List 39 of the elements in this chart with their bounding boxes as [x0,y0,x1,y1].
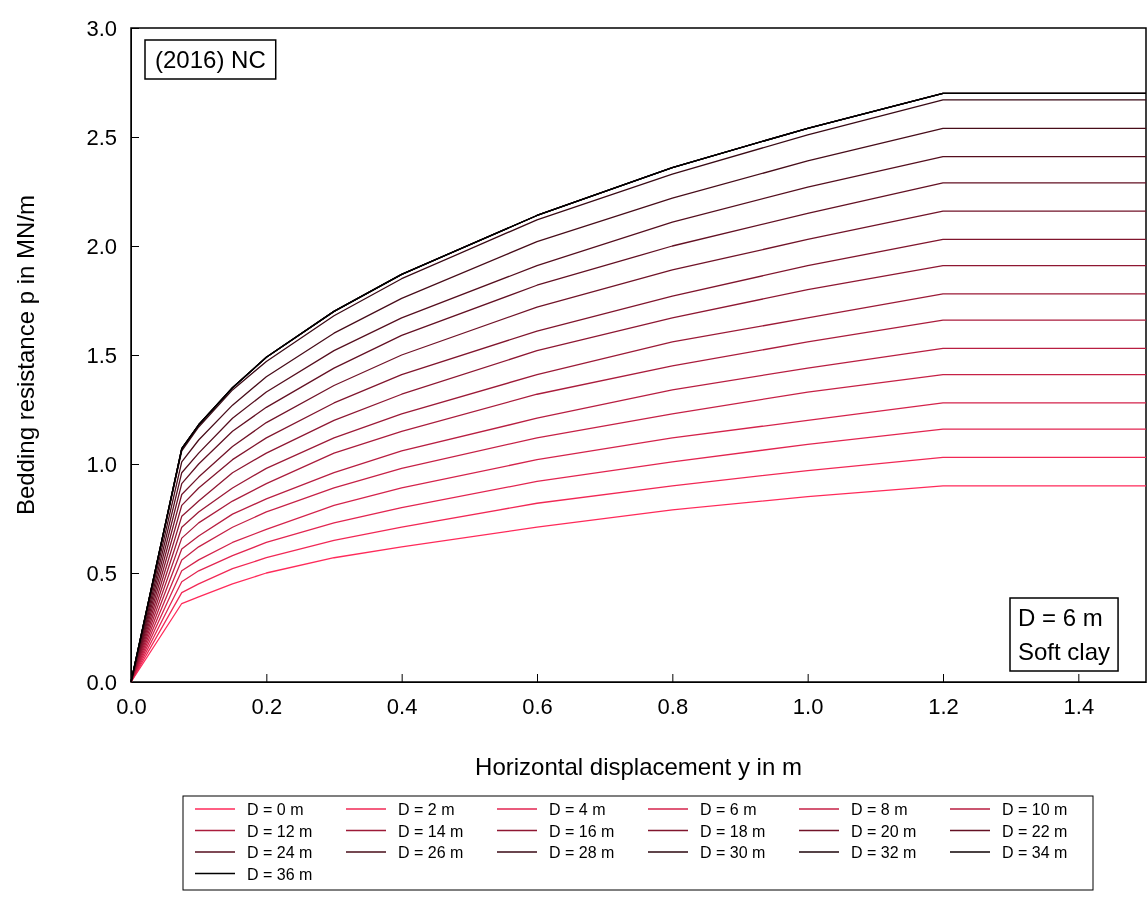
legend-label: D = 8 m [851,801,908,818]
x-tick-label: 0.4 [386,693,418,719]
x-tick-label: 1.4 [1063,693,1095,719]
y-tick-label: 0.0 [86,669,117,695]
y-tick-label: 1.0 [86,451,117,477]
legend-label: D = 32 m [851,844,917,861]
legend-label: D = 14 m [398,822,464,840]
y-tick-label: 2.0 [86,233,117,259]
x-tick-label: 0.6 [522,693,553,719]
legend-label: D = 0 m [247,801,304,818]
annotation: (2016) NC [155,46,266,73]
legend-label: D = 4 m [549,801,606,818]
y-tick-label: 0.5 [86,560,117,586]
x-tick-label: 1.0 [792,693,824,719]
legend-label: D = 18 m [700,822,766,840]
legend-label: D = 20 m [851,822,917,840]
legend-label: D = 10 m [1002,801,1068,818]
legend-label: D = 34 m [1002,844,1068,861]
annotation: Soft clay [1018,638,1111,665]
y-tick-label: 3.0 [86,15,117,41]
x-tick-label: 0.8 [657,693,689,719]
annotation: D = 6 m [1018,604,1103,631]
legend-label: D = 6 m [700,801,757,818]
y-tick-label: 1.5 [86,342,117,368]
y-axis-title: Bedding resistance p in MN/m [12,194,39,516]
legend-label: D = 26 m [398,844,464,861]
y-tick-label: 2.5 [86,124,117,150]
legend-label: D = 30 m [700,844,766,861]
x-axis-title: Horizontal displacement y in m [475,753,802,780]
legend-label: D = 2 m [398,801,455,818]
legend-label: D = 12 m [247,822,313,840]
x-tick-label: 0.2 [251,693,283,719]
legend-label: D = 22 m [1002,822,1068,840]
legend-label: D = 24 m [247,844,313,861]
legend-label: D = 16 m [549,822,615,840]
legend-label: D = 36 m [247,865,313,883]
legend-label: D = 28 m [549,844,615,861]
x-tick-label: 1.2 [928,693,959,719]
x-tick-label: 0.0 [116,693,147,719]
